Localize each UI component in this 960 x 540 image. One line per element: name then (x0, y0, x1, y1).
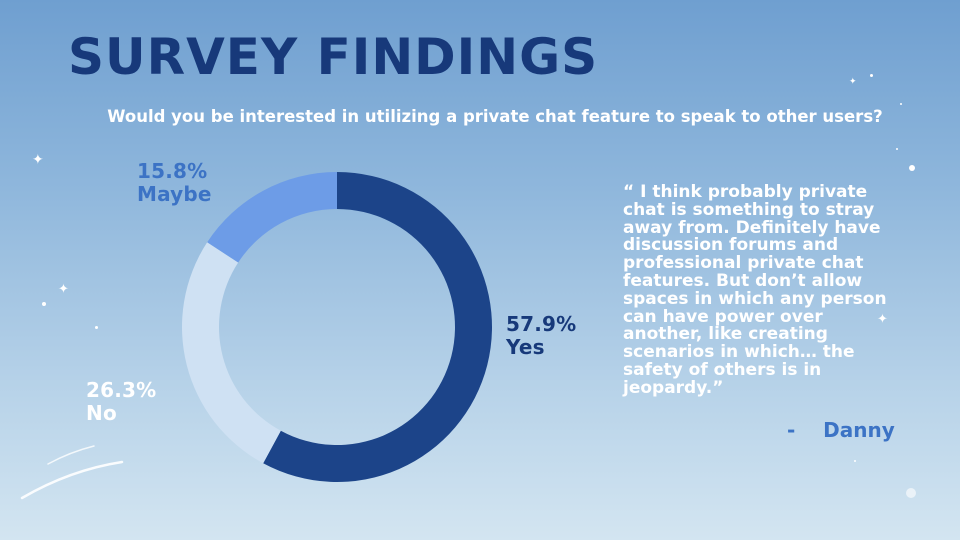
sparkle-icon: ✦ (877, 312, 888, 327)
star-dot (909, 165, 915, 171)
label-yes-name: Yes (506, 335, 545, 359)
star-dot (95, 326, 98, 329)
star-dot (870, 74, 873, 77)
survey-question: Would you be interested in utilizing a p… (107, 107, 883, 126)
label-no-value: 26.3% (86, 378, 157, 402)
slice-yes (263, 172, 492, 483)
sparkle-icon: ✦ (32, 152, 44, 168)
label-yes-value: 57.9% (506, 312, 577, 336)
quote-author: - Danny (787, 418, 895, 442)
star-dot (900, 103, 902, 105)
label-maybe-name: Maybe (137, 182, 212, 206)
label-maybe: 15.8% Maybe (137, 160, 212, 206)
star-dot (906, 488, 916, 498)
label-no: 26.3% No (86, 379, 156, 425)
star-dot (42, 302, 46, 306)
slice-no (182, 242, 281, 464)
sparkle-icon: ✦ (849, 77, 857, 87)
page-title: SURVEY FINDINGS (68, 28, 599, 86)
star-dot (896, 148, 898, 150)
label-no-name: No (86, 401, 117, 425)
testimonial-quote: “ I think probably private chat is somet… (623, 182, 887, 398)
sparkle-icon: ✦ (58, 282, 69, 297)
label-yes: 57.9% Yes (506, 313, 576, 359)
slice-maybe (207, 172, 337, 263)
star-dot (854, 460, 856, 462)
label-maybe-value: 15.8% (137, 159, 208, 183)
